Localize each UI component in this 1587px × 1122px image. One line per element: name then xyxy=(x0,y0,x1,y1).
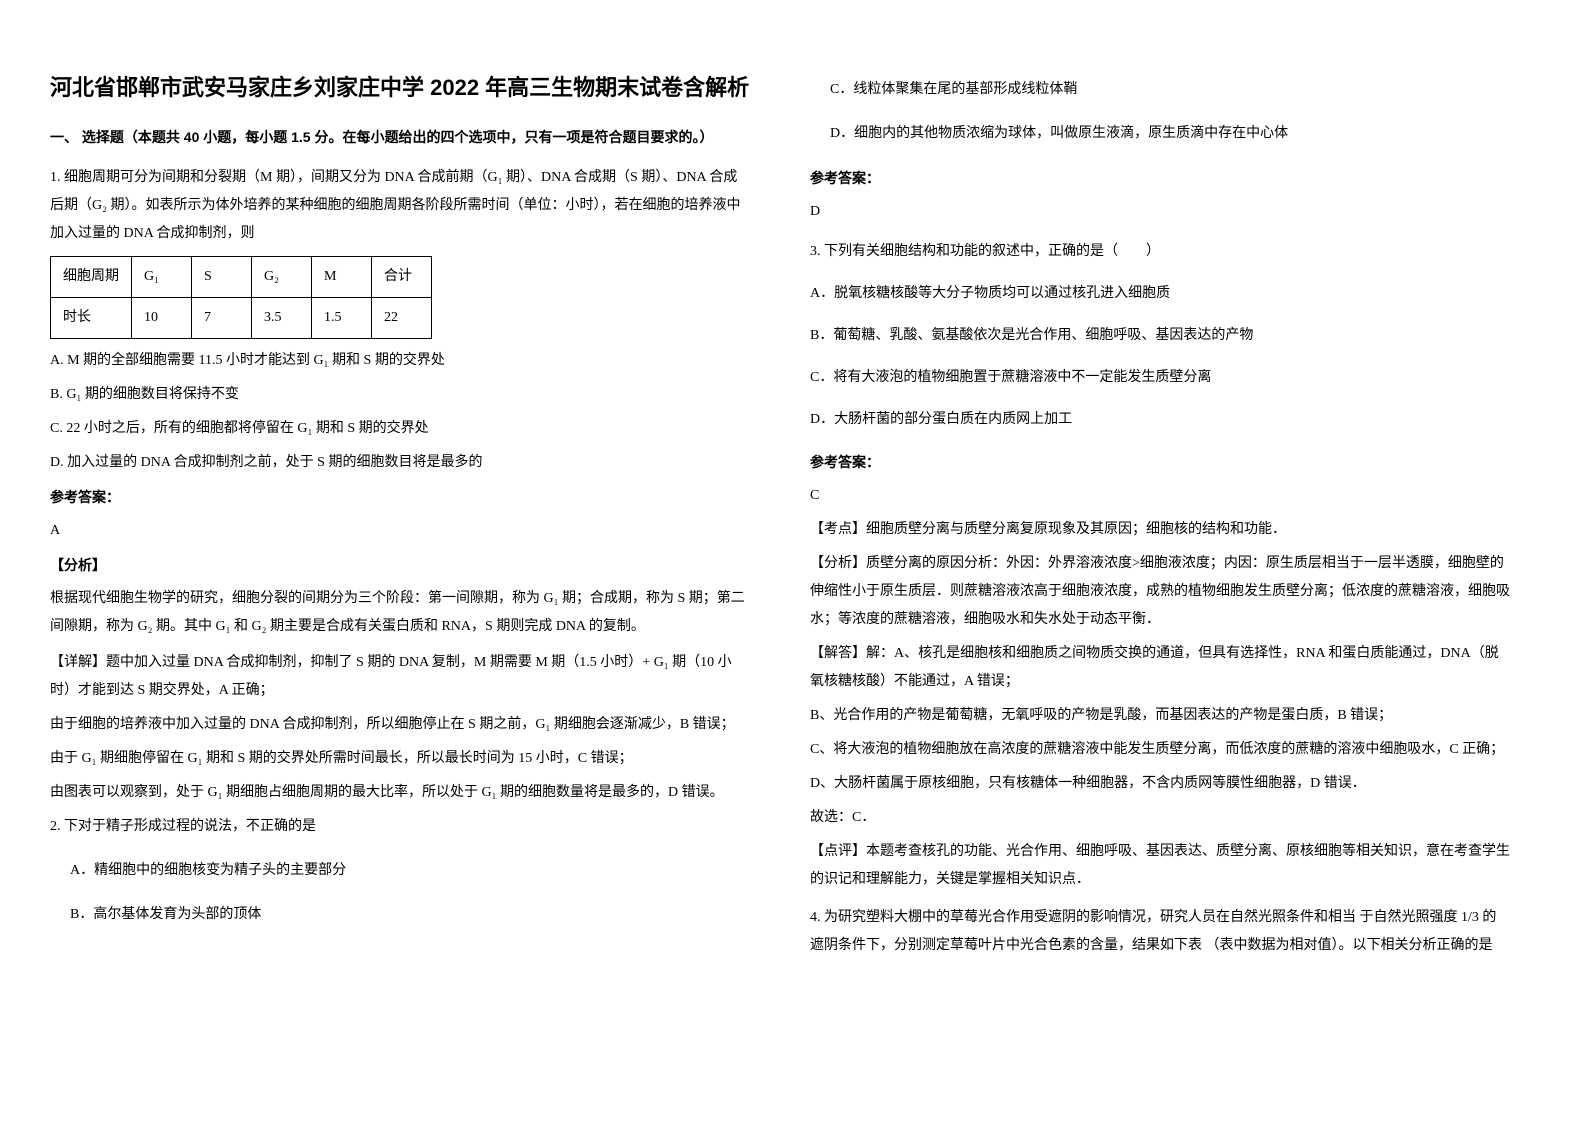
q3-jieda-c: C、将大液泡的植物细胞放在高浓度的蔗糖溶液中能发生质壁分离，而低浓度的蔗糖的溶液… xyxy=(810,736,1510,764)
q2-option-b: B．高尔基体发育为头部的顶体 xyxy=(50,901,750,929)
cell: 合计 xyxy=(372,257,432,298)
q2-option-c: C．线粒体聚集在尾的基部形成线粒体鞘 xyxy=(810,76,1510,104)
right-column: C．线粒体聚集在尾的基部形成线粒体鞘 D．细胞内的其他物质浓缩为球体，叫做原生液… xyxy=(810,70,1510,966)
q1-option-d: D. 加入过量的 DNA 合成抑制剂之前，处于 S 期的细胞数目将是最多的 xyxy=(50,449,750,477)
q3-fenxi: 【分析】质壁分离的原因分析：外因：外界溶液浓度>细胞液浓度；内因：原生质层相当于… xyxy=(810,550,1510,634)
q2-option-d: D．细胞内的其他物质浓缩为球体，叫做原生液滴，原生质滴中存在中心体 xyxy=(810,120,1510,148)
section-1-header: 一、 选择题（本题共 40 小题，每小题 1.5 分。在每小题给出的四个选项中，… xyxy=(50,125,750,150)
exam-title: 河北省邯郸市武安马家庄乡刘家庄中学 2022 年高三生物期末试卷含解析 xyxy=(50,70,750,105)
q3-answer: C xyxy=(810,482,1510,510)
cell: 细胞周期 xyxy=(51,257,132,298)
table-row: 时长 10 7 3.5 1.5 22 xyxy=(51,298,432,339)
q2-option-a: A．精细胞中的细胞核变为精子头的主要部分 xyxy=(50,857,750,885)
q1-option-a: A. M 期的全部细胞需要 11.5 小时才能达到 G₁ 期和 S 期的交界处 xyxy=(50,347,750,375)
cell: G₁ xyxy=(132,257,192,298)
q2-answer-label: 参考答案： xyxy=(810,164,1510,192)
q3-option-a: A．脱氧核糖核酸等大分子物质均可以通过核孔进入细胞质 xyxy=(810,280,1510,308)
question-4: 4. 为研究塑料大棚中的草莓光合作用受遮阴的影响情况，研究人员在自然光照条件和相… xyxy=(810,904,1510,960)
q3-option-d: D．大肠杆菌的部分蛋白质在内质网上加工 xyxy=(810,406,1510,434)
q3-stem: 3. 下列有关细胞结构和功能的叙述中，正确的是（ ） xyxy=(810,238,1510,266)
detail-label-text: 【详解】 xyxy=(50,653,106,669)
q1-analysis-label: 【分析】 xyxy=(50,551,750,579)
question-3: 3. 下列有关细胞结构和功能的叙述中，正确的是（ ） A．脱氧核糖核酸等大分子物… xyxy=(810,238,1510,894)
cell: M xyxy=(312,257,372,298)
q2-answer: D xyxy=(810,198,1510,226)
q3-guxuan: 故选：C． xyxy=(810,804,1510,832)
q1-detail-4: 由图表可以观察到，处于 G₁ 期细胞占细胞周期的最大比率，所以处于 G₁ 期的细… xyxy=(50,779,750,807)
q3-dianping: 【点评】本题考查核孔的功能、光合作用、细胞呼吸、基因表达、质壁分离、原核细胞等相… xyxy=(810,838,1510,894)
q1-detail-2: 由于细胞的培养液中加入过量的 DNA 合成抑制剂，所以细胞停止在 S 期之前，G… xyxy=(50,711,750,739)
q4-stem: 4. 为研究塑料大棚中的草莓光合作用受遮阴的影响情况，研究人员在自然光照条件和相… xyxy=(810,904,1510,960)
q1-answer-label: 参考答案： xyxy=(50,483,750,511)
q3-jieda-b: B、光合作用的产物是葡萄糖，无氧呼吸的产物是乳酸，而基因表达的产物是蛋白质，B … xyxy=(810,702,1510,730)
q1-answer: A xyxy=(50,517,750,545)
q1-stem: 1. 细胞周期可分为间期和分裂期（M 期），间期又分为 DNA 合成前期（G₁ … xyxy=(50,164,750,248)
q1-option-c: C. 22 小时之后，所有的细胞都将停留在 G₁ 期和 S 期的交界处 xyxy=(50,415,750,443)
q3-option-b: B．葡萄糖、乳酸、氨基酸依次是光合作用、细胞呼吸、基因表达的产物 xyxy=(810,322,1510,350)
q1-table: 细胞周期 G₁ S G₂ M 合计 时长 10 7 3.5 1.5 22 xyxy=(50,256,432,339)
q3-option-c: C．将有大液泡的植物细胞置于蔗糖溶液中不一定能发生质壁分离 xyxy=(810,364,1510,392)
question-1: 1. 细胞周期可分为间期和分裂期（M 期），间期又分为 DNA 合成前期（G₁ … xyxy=(50,164,750,807)
q1-detail-1: 题中加入过量 DNA 合成抑制剂，抑制了 S 期的 DNA 复制，M 期需要 M… xyxy=(50,655,732,698)
q1-detail-3: 由于 G₁ 期细胞停留在 G₁ 期和 S 期的交界处所需时间最长，所以最长时间为… xyxy=(50,745,750,773)
q3-answer-label: 参考答案： xyxy=(810,448,1510,476)
cell: S xyxy=(192,257,252,298)
jieda-label: 【解答】 xyxy=(810,646,866,661)
table-row: 细胞周期 G₁ S G₂ M 合计 xyxy=(51,257,432,298)
q3-kaodian: 【考点】细胞质壁分离与质壁分离复原现象及其原因；细胞核的结构和功能． xyxy=(810,516,1510,544)
cell: 1.5 xyxy=(312,298,372,339)
cell: 7 xyxy=(192,298,252,339)
cell: 10 xyxy=(132,298,192,339)
q1-analysis: 根据现代细胞生物学的研究，细胞分裂的间期分为三个阶段：第一间隙期，称为 G₁ 期… xyxy=(50,585,750,641)
question-2: 2. 下对于精子形成过程的说法，不正确的是 A．精细胞中的细胞核变为精子头的主要… xyxy=(50,813,750,929)
cell: 22 xyxy=(372,298,432,339)
q3-jieda-d: D、大肠杆菌属于原核细胞，只有核糖体一种细胞器，不含内质网等膜性细胞器，D 错误… xyxy=(810,770,1510,798)
page-container: 河北省邯郸市武安马家庄乡刘家庄中学 2022 年高三生物期末试卷含解析 一、 选… xyxy=(50,70,1537,966)
cell: 时长 xyxy=(51,298,132,339)
q2-stem: 2. 下对于精子形成过程的说法，不正确的是 xyxy=(50,813,750,841)
cell: G₂ xyxy=(252,257,312,298)
q3-jieda: 【解答】解：A、核孔是细胞核和细胞质之间物质交换的通道，但具有选择性，RNA 和… xyxy=(810,640,1510,696)
cell: 3.5 xyxy=(252,298,312,339)
question-2-cont: C．线粒体聚集在尾的基部形成线粒体鞘 D．细胞内的其他物质浓缩为球体，叫做原生液… xyxy=(810,76,1510,226)
q1-detail-label: 【详解】题中加入过量 DNA 合成抑制剂，抑制了 S 期的 DNA 复制，M 期… xyxy=(50,647,750,705)
left-column: 河北省邯郸市武安马家庄乡刘家庄中学 2022 年高三生物期末试卷含解析 一、 选… xyxy=(50,70,750,966)
q3-jieda-a: 解：A、核孔是细胞核和细胞质之间物质交换的通道，但具有选择性，RNA 和蛋白质能… xyxy=(810,646,1499,689)
q1-option-b: B. G₁ 期的细胞数目将保持不变 xyxy=(50,381,750,409)
